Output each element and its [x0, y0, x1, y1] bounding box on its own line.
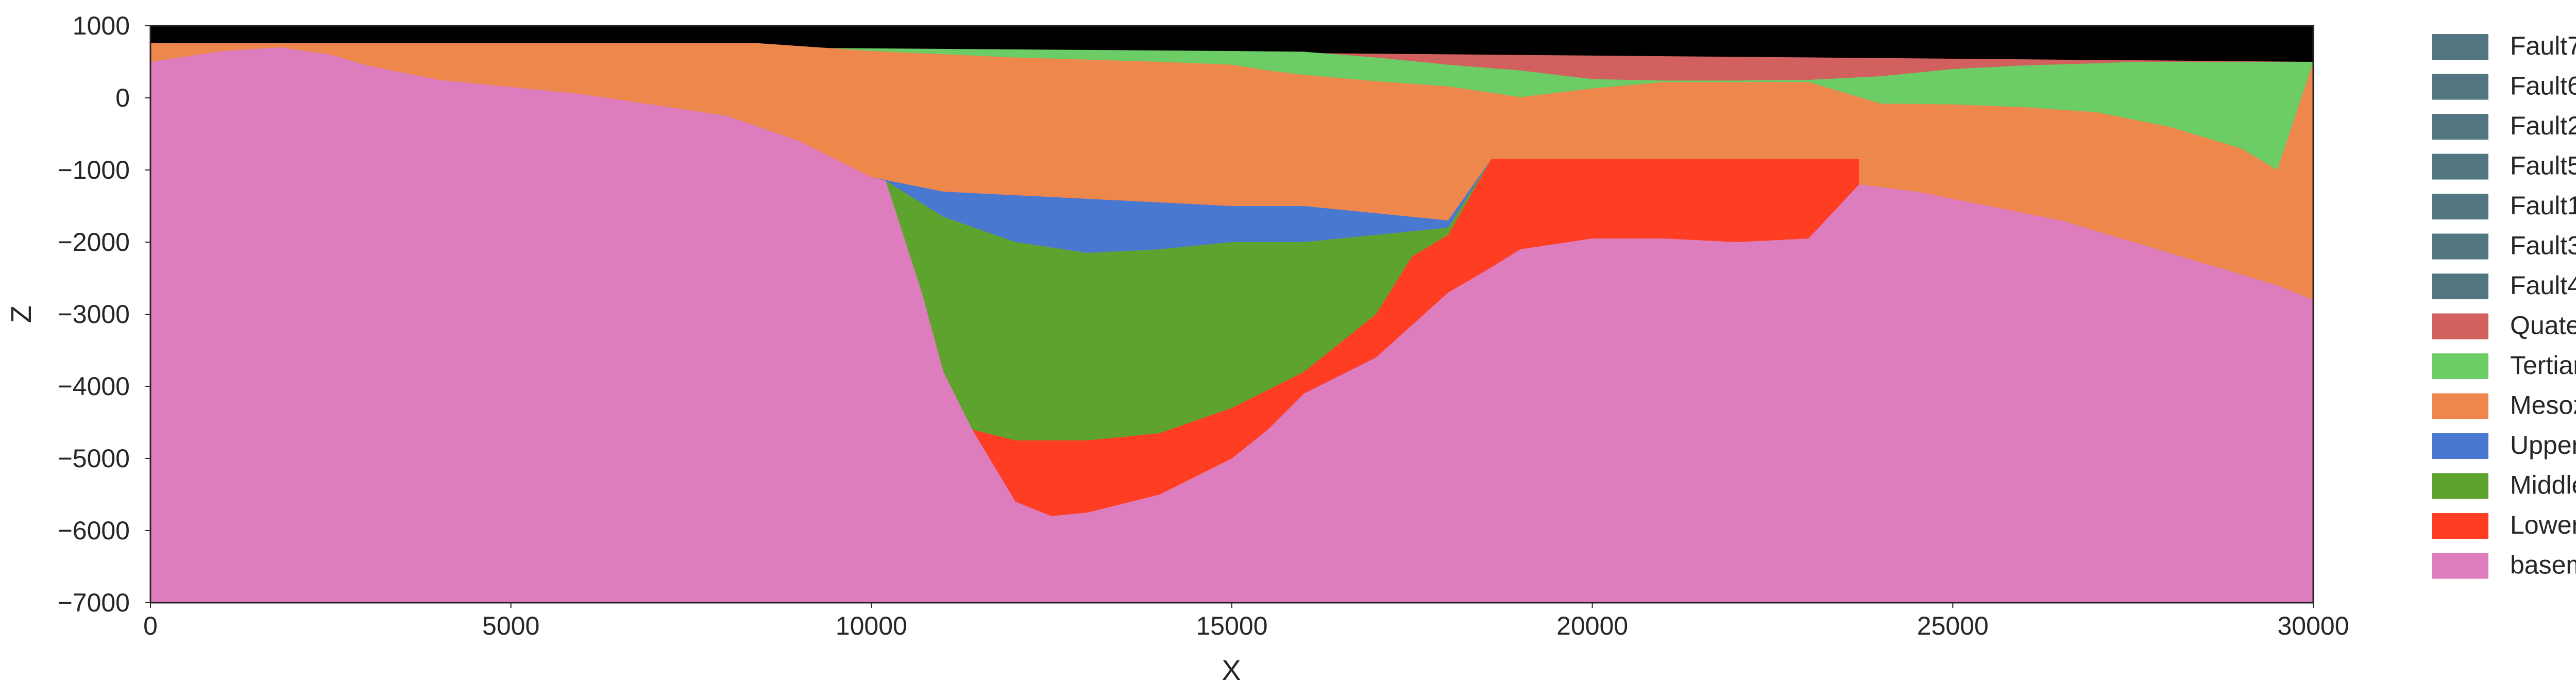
legend-swatch	[2432, 313, 2488, 339]
layer-lower-filling	[972, 159, 1859, 516]
legend-label: Upper-filling	[2510, 431, 2576, 459]
legend-swatch	[2432, 553, 2488, 579]
y-tick-label: −4000	[58, 372, 130, 401]
legend-label: Fault1	[2510, 191, 2576, 220]
legend-label: Quaternary	[2510, 311, 2576, 340]
y-tick-label: −1000	[58, 156, 130, 184]
legend-label: Fault6	[2510, 72, 2576, 100]
legend-swatch	[2432, 74, 2488, 100]
x-tick-label: 15000	[1196, 611, 1267, 640]
legend-label: Mesozoic	[2510, 391, 2576, 420]
y-tick-label: 0	[115, 83, 130, 112]
y-tick-label: −6000	[58, 516, 130, 545]
legend-label: Fault5	[2510, 151, 2576, 180]
legend: Fault7 Fault6 Fault2 Fault5 Fault1 Fault3 Faul…	[2432, 31, 2576, 580]
legend-swatch	[2432, 114, 2488, 140]
y-tick-label: −7000	[58, 588, 130, 617]
x-axis-label: X	[1222, 654, 1241, 686]
legend-swatch	[2432, 353, 2488, 379]
layer-middle-filling	[886, 159, 1492, 440]
legend-swatch	[2432, 274, 2488, 299]
layer-upper-filling	[655, 105, 1492, 253]
y-tick-label: −5000	[58, 444, 130, 473]
legend-label: Fault7	[2510, 31, 2576, 60]
legend-label: basement	[2510, 551, 2576, 580]
legend-swatch	[2432, 34, 2488, 60]
legend-swatch	[2432, 393, 2488, 419]
legend-swatch	[2432, 154, 2488, 180]
legend-label: Fault4	[2510, 271, 2576, 300]
legend-swatch	[2432, 433, 2488, 459]
legend-swatch	[2432, 233, 2488, 260]
axes: X Z 0 5000 10000 15000 20000 25000 30000−7000−…	[5, 11, 2349, 686]
legend-label: Fault3	[2510, 231, 2576, 260]
legend-label: Lower-filling	[2510, 510, 2576, 539]
legend-swatch	[2432, 194, 2488, 219]
legend-label: Fault2	[2510, 111, 2576, 140]
legend-swatch	[2432, 513, 2488, 539]
x-tick-label: 25000	[1917, 611, 1989, 640]
x-tick-label: 20000	[1556, 611, 1628, 640]
legend-label: Tertiary	[2510, 351, 2576, 380]
x-tick-label: 5000	[482, 611, 539, 640]
y-axis-label: Z	[5, 305, 37, 323]
x-tick-label: 0	[143, 611, 158, 640]
legend-swatch	[2432, 473, 2488, 499]
x-tick-label: 30000	[2277, 611, 2349, 640]
y-tick-label: −2000	[58, 228, 130, 257]
x-tick-label: 10000	[836, 611, 907, 640]
y-tick-label: 1000	[73, 11, 130, 40]
y-tick-label: −3000	[58, 300, 130, 329]
plot-area	[149, 25, 2314, 604]
legend-label: Middle-filling	[2510, 471, 2576, 500]
